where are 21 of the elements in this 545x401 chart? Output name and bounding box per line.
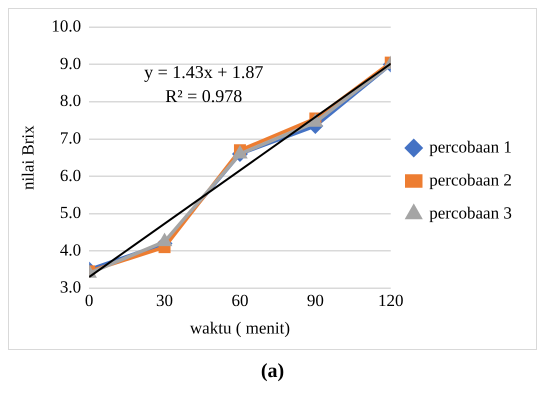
legend-label: percobaan 1 [429,137,512,156]
y-tick-label: 3.0 [60,278,82,297]
y-tick-label: 7.0 [60,128,82,148]
x-tick-label: 30 [156,290,174,310]
y-tick-label: 4.0 [60,240,82,260]
y-tick-label: 9.0 [60,54,82,73]
annotation: R² = 0.978 [165,86,242,106]
x-tick-label: 120 [378,290,404,310]
y-tick-label: 6.0 [60,166,82,185]
y-axis-title: nilai Brix [18,124,38,190]
legend-label: percobaan 3 [429,203,512,222]
text: (a) [260,360,286,383]
x-tick-label: 0 [84,290,94,310]
y-tick-label: 5.0 [60,203,82,222]
y-tick-label: 8.0 [60,91,82,110]
y-tick-label: 10.0 [51,16,82,36]
x-axis-title: waktu ( menit) [190,318,290,338]
x-tick-label: 60 [231,290,248,310]
legend-label: percobaan 2 [429,170,512,190]
annotation: y = 1.43x + 1.87 [144,62,264,82]
x-tick-label: 90 [306,290,324,310]
